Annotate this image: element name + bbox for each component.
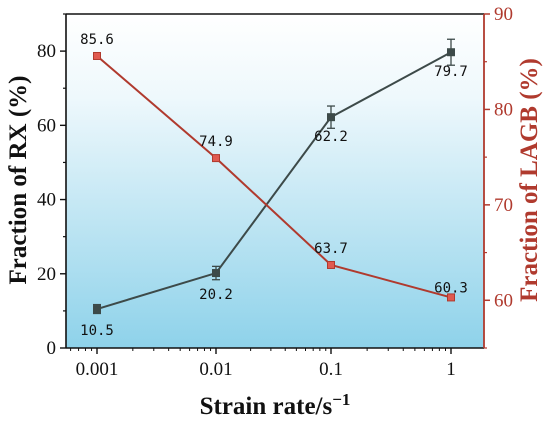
- x-tick-label: 1: [446, 359, 456, 380]
- series-layer: 10.5 20.2 62.2 79.7 85.6 74.9 63.7 60.3: [80, 32, 468, 339]
- y-axis-right-title: Fraction of LAGB (%): [516, 58, 543, 302]
- series-right-line: [96, 55, 452, 299]
- axes-layer: 0 20 40 60 80 60 70 80 90 0.001 0.01 0.1 1: [37, 4, 513, 380]
- y-left-tick-label: 20: [37, 264, 56, 285]
- y-right-tick-label: 60: [494, 290, 513, 311]
- x-axis-title: Strain rate/s−1: [200, 390, 351, 420]
- y-right-tick-label: 90: [494, 4, 513, 25]
- data-label: 10.5: [80, 323, 114, 339]
- data-point-marker: [447, 293, 455, 302]
- data-label: 85.6: [80, 32, 114, 48]
- data-point-marker: [93, 305, 101, 314]
- data-point-marker: [93, 51, 101, 60]
- y-right-tick-label: 80: [494, 99, 513, 120]
- data-label: 20.2: [199, 287, 233, 303]
- data-label: 60.3: [434, 280, 468, 296]
- x-axis-title-superscript: −1: [332, 390, 350, 409]
- data-label: 79.7: [434, 64, 468, 80]
- data-label: 62.2: [314, 129, 348, 145]
- x-tick-label: 0.1: [319, 359, 343, 380]
- y-left-tick-label: 0: [47, 338, 57, 359]
- y-right-tick-label: 70: [494, 195, 513, 216]
- x-axis-title-main: Strain rate/s: [200, 393, 333, 420]
- y-left-tick-label: 40: [37, 190, 56, 211]
- data-label: 74.9: [199, 134, 233, 150]
- x-tick-label: 0.001: [76, 359, 119, 380]
- plot-background: [66, 14, 484, 348]
- y-axis-left-title: Fraction of RX (%): [5, 76, 32, 285]
- data-point-marker: [327, 260, 335, 269]
- data-point-marker: [212, 269, 220, 278]
- data-point-marker: [447, 48, 455, 57]
- data-point-marker: [212, 154, 220, 163]
- y-left-tick-label: 60: [37, 115, 56, 136]
- x-tick-label: 0.01: [199, 359, 232, 380]
- y-left-tick-label: 80: [37, 41, 56, 62]
- series-left-line: [96, 51, 452, 310]
- data-point-marker: [327, 113, 335, 122]
- data-label: 63.7: [314, 241, 348, 257]
